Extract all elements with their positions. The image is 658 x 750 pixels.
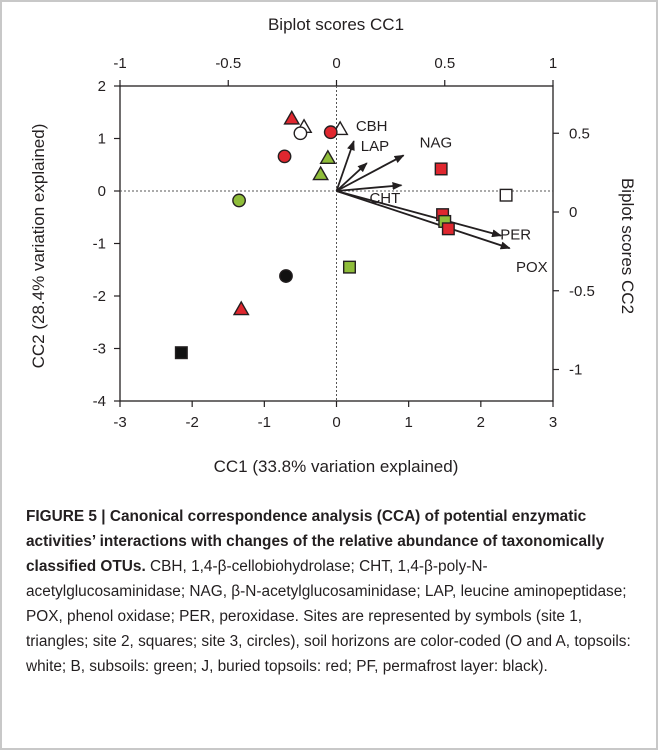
vector-lap [335, 162, 368, 192]
y-tick-label: -4 [93, 393, 106, 410]
right-tick-label: -1 [569, 362, 582, 379]
right-tick-label: 0 [569, 204, 577, 221]
top-tick-label: 1 [549, 55, 557, 72]
vector-label-cht: CHT [369, 190, 400, 207]
top-tick-label: -0.5 [215, 55, 241, 72]
caption-body: CBH, 1,4-β-cellobiohydrolase; CHT, 1,4-β… [26, 558, 631, 675]
vector-label-cbh: CBH [356, 118, 388, 135]
vector-label-per: PER [500, 227, 531, 244]
site-point-square [342, 260, 356, 274]
site-point-circle [232, 193, 246, 208]
x-axis-title: CC1 (33.8% variation explained) [214, 457, 459, 476]
x-tick-label: -3 [113, 414, 126, 431]
cca-biplot: -3 -2 -1 0 1 2 3 2 1 0 -1 -2 -3 -4 -1 -0.5 0 0.5 1 0.5 0 -0.5… [29, 15, 637, 476]
site-point-square [174, 346, 188, 360]
site-point-circle [279, 269, 293, 283]
x-tick-label: 0 [332, 414, 340, 431]
vector-nag [336, 154, 405, 192]
caption-heading: FIGURE 5 | Canonical correspondence anal… [26, 508, 605, 575]
site-point-circle [323, 125, 338, 140]
x-tick-label: -2 [185, 414, 198, 431]
y-tick-label: 0 [98, 183, 106, 200]
site-point-triangle [312, 165, 330, 181]
y-tick-label: 1 [98, 131, 106, 148]
site-point-circle [293, 126, 308, 141]
top-tick-label: 0.5 [434, 55, 455, 72]
vector-label-pox: POX [516, 259, 548, 276]
x-tick-label: -1 [258, 414, 271, 431]
vector-cbh [335, 140, 355, 192]
top-tick-label: -1 [113, 55, 126, 72]
y-tick-label: -3 [93, 341, 106, 358]
x-tick-label: 2 [477, 414, 485, 431]
site-point-square [441, 222, 455, 236]
site-point-triangle [232, 300, 250, 316]
site-point-triangle [319, 149, 337, 165]
site-point-square [434, 162, 448, 176]
vector-layer: CBH LAP NAG CHT PER POX [335, 118, 548, 276]
y-tick-label: -2 [93, 288, 106, 305]
vector-label-lap: LAP [361, 138, 389, 155]
top-axis-title: Biplot scores CC1 [268, 15, 404, 34]
vector-label-nag: NAG [420, 134, 453, 151]
right-tick-label: 0.5 [569, 125, 590, 142]
right-axis-title: Biplot scores CC2 [618, 178, 637, 314]
axes-layer: -3 -2 -1 0 1 2 3 2 1 0 -1 -2 -3 -4 -1 -0.5 0 0.5 1 0.5 0 -0.5… [93, 55, 595, 431]
right-tick-label: -0.5 [569, 283, 595, 300]
site-point-circle [277, 149, 292, 164]
site-point-square [499, 188, 513, 202]
vector-pox [336, 190, 511, 250]
site-point-triangle [283, 109, 301, 125]
y-axis-title: CC2 (28.4% variation explained) [29, 124, 48, 369]
vector-per [336, 190, 503, 238]
x-tick-label: 3 [549, 414, 557, 431]
top-tick-label: 0 [332, 55, 340, 72]
figure-caption: FIGURE 5 | Canonical correspondence anal… [26, 504, 638, 679]
x-tick-label: 1 [404, 414, 412, 431]
point-layer [174, 109, 513, 360]
vector-cht [336, 182, 403, 192]
y-tick-label: 2 [98, 78, 106, 95]
y-tick-label: -1 [93, 236, 106, 253]
